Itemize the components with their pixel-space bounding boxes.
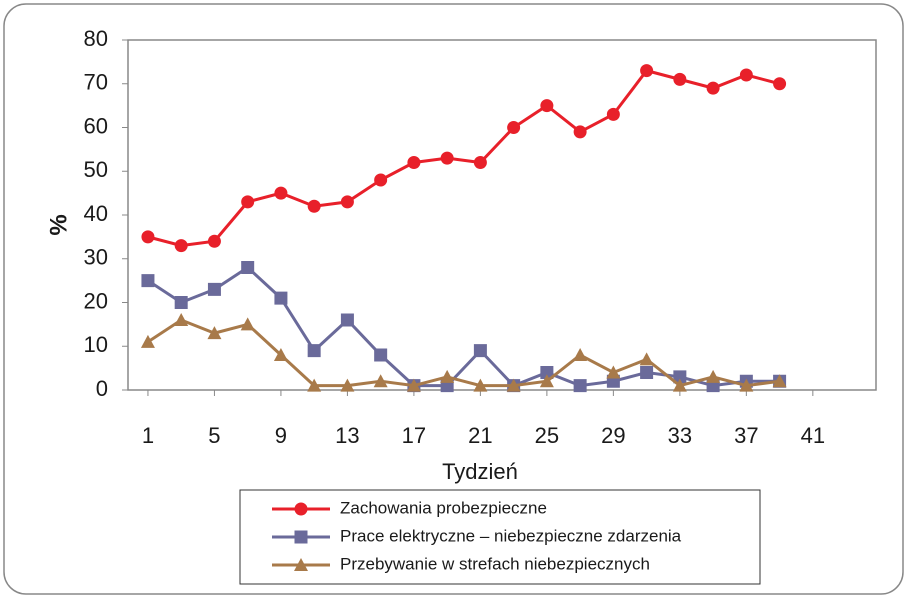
- marker: [140, 334, 155, 348]
- marker: [307, 344, 321, 358]
- marker: [307, 199, 321, 213]
- marker: [672, 378, 687, 392]
- marker: [573, 125, 587, 139]
- marker: [294, 558, 308, 571]
- y-tick-label: 0: [96, 376, 108, 401]
- marker: [573, 379, 587, 393]
- y-axis-label: %: [45, 214, 72, 235]
- marker: [473, 378, 488, 392]
- x-tick-label: 9: [275, 423, 287, 448]
- marker: [340, 378, 355, 392]
- marker: [540, 366, 554, 379]
- x-tick-label: 13: [335, 423, 359, 448]
- marker: [340, 195, 354, 209]
- x-tick-label: 37: [734, 423, 758, 448]
- legend-label: Prace elektryczne – niebezpieczne zdarze…: [340, 526, 682, 545]
- y-tick-label: 60: [84, 113, 108, 138]
- marker: [739, 68, 753, 82]
- marker: [673, 370, 687, 384]
- legend-label: Zachowania probezpieczne: [340, 498, 547, 517]
- marker: [573, 348, 588, 361]
- y-tick-label: 40: [84, 201, 108, 226]
- frame: [3, 3, 904, 595]
- x-tick-label: 21: [468, 423, 492, 448]
- x-tick-label: 5: [208, 423, 220, 448]
- marker: [640, 366, 654, 379]
- y-tick-label: 10: [84, 332, 108, 357]
- marker: [539, 374, 554, 388]
- marker: [274, 186, 288, 200]
- marker: [473, 344, 487, 358]
- x-axis-label: Tydzień: [442, 459, 518, 484]
- x-tick-label: 33: [668, 423, 692, 448]
- marker: [174, 239, 188, 253]
- marker: [606, 107, 620, 121]
- marker: [340, 313, 354, 327]
- marker: [273, 348, 288, 361]
- y-tick-label: 70: [84, 70, 108, 95]
- marker: [207, 234, 221, 248]
- marker: [706, 81, 720, 95]
- y-tick-label: 20: [84, 288, 108, 313]
- marker: [706, 369, 721, 383]
- x-tick-label: 1: [142, 423, 154, 448]
- marker: [473, 156, 487, 169]
- marker: [773, 77, 787, 91]
- marker: [241, 195, 255, 209]
- marker: [241, 261, 255, 274]
- marker: [739, 378, 754, 392]
- marker: [506, 378, 521, 392]
- marker: [440, 369, 455, 383]
- x-tick-label: 41: [801, 423, 825, 448]
- marker: [174, 313, 189, 326]
- x-tick-label: 29: [601, 423, 625, 448]
- x-tick-label: 17: [402, 423, 426, 448]
- marker: [141, 230, 155, 244]
- marker: [307, 378, 322, 392]
- marker: [673, 72, 687, 86]
- y-tick-label: 80: [84, 26, 108, 51]
- marker: [640, 64, 654, 78]
- marker: [406, 378, 421, 392]
- marker: [240, 317, 255, 331]
- marker: [772, 374, 787, 388]
- marker: [507, 121, 521, 134]
- y-tick-label: 50: [84, 157, 108, 182]
- marker: [407, 156, 421, 169]
- marker: [374, 348, 388, 362]
- marker: [274, 291, 288, 305]
- marker: [294, 530, 308, 544]
- marker: [374, 173, 388, 187]
- marker: [440, 151, 454, 165]
- marker: [606, 365, 621, 379]
- marker: [174, 296, 188, 309]
- marker: [207, 326, 222, 340]
- marker: [373, 374, 388, 388]
- marker: [294, 502, 308, 516]
- marker: [639, 352, 654, 366]
- x-tick-label: 25: [535, 423, 559, 448]
- y-tick-label: 30: [84, 245, 108, 270]
- marker: [141, 274, 155, 288]
- marker: [540, 99, 554, 113]
- legend-label: Przebywanie w strefach niebezpiecznych: [340, 554, 650, 573]
- marker: [207, 282, 221, 296]
